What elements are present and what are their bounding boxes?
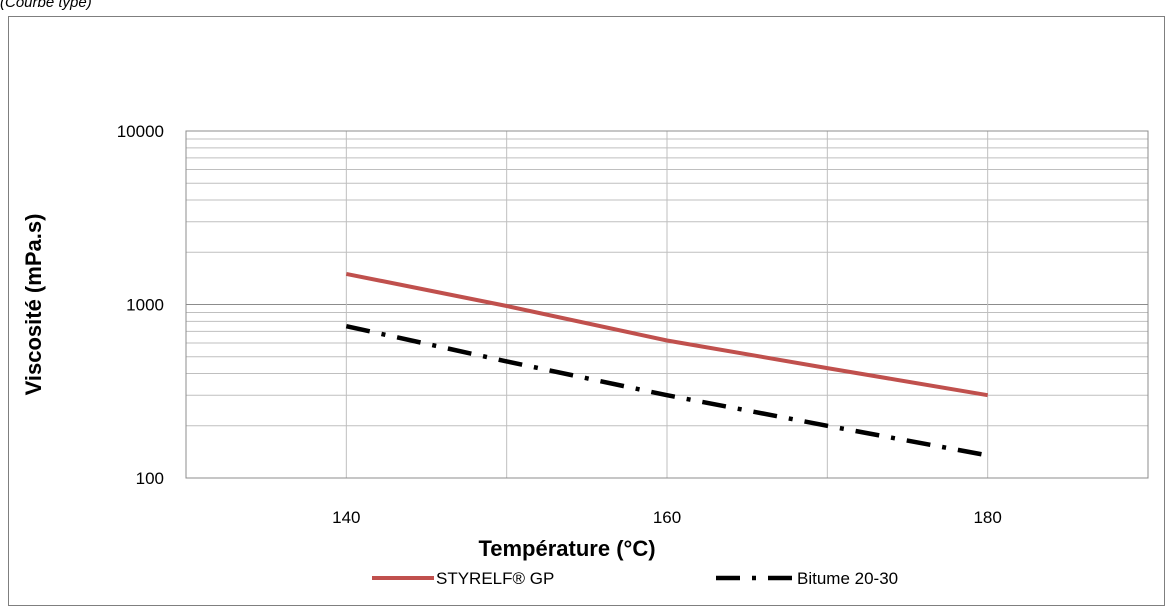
x-ticks: 140 160 180 [332,508,1002,527]
x-tick-label: 160 [653,508,681,527]
legend-label-1: STYRELF® GP [436,569,554,588]
legend: STYRELF® GP Bitume 20-30 [372,569,898,588]
series-line-2 [345,324,989,458]
x-axis-title: Température (°C) [478,536,655,561]
grid [185,130,1149,479]
x-tick-label: 180 [973,508,1001,527]
y-ticks: 100 1000 10000 [117,122,164,488]
series-lines [345,271,989,458]
x-tick-label: 140 [332,508,360,527]
y-tick-label: 10000 [117,122,164,141]
chart-note: (Courbe type) [0,0,92,11]
plot-area [185,130,1149,479]
y-axis-title: Viscosité (mPa.s) [21,214,46,396]
series-line-1 [345,271,989,398]
legend-label-2: Bitume 20-30 [797,569,898,588]
y-tick-label: 1000 [126,296,164,315]
y-tick-label: 100 [136,469,164,488]
